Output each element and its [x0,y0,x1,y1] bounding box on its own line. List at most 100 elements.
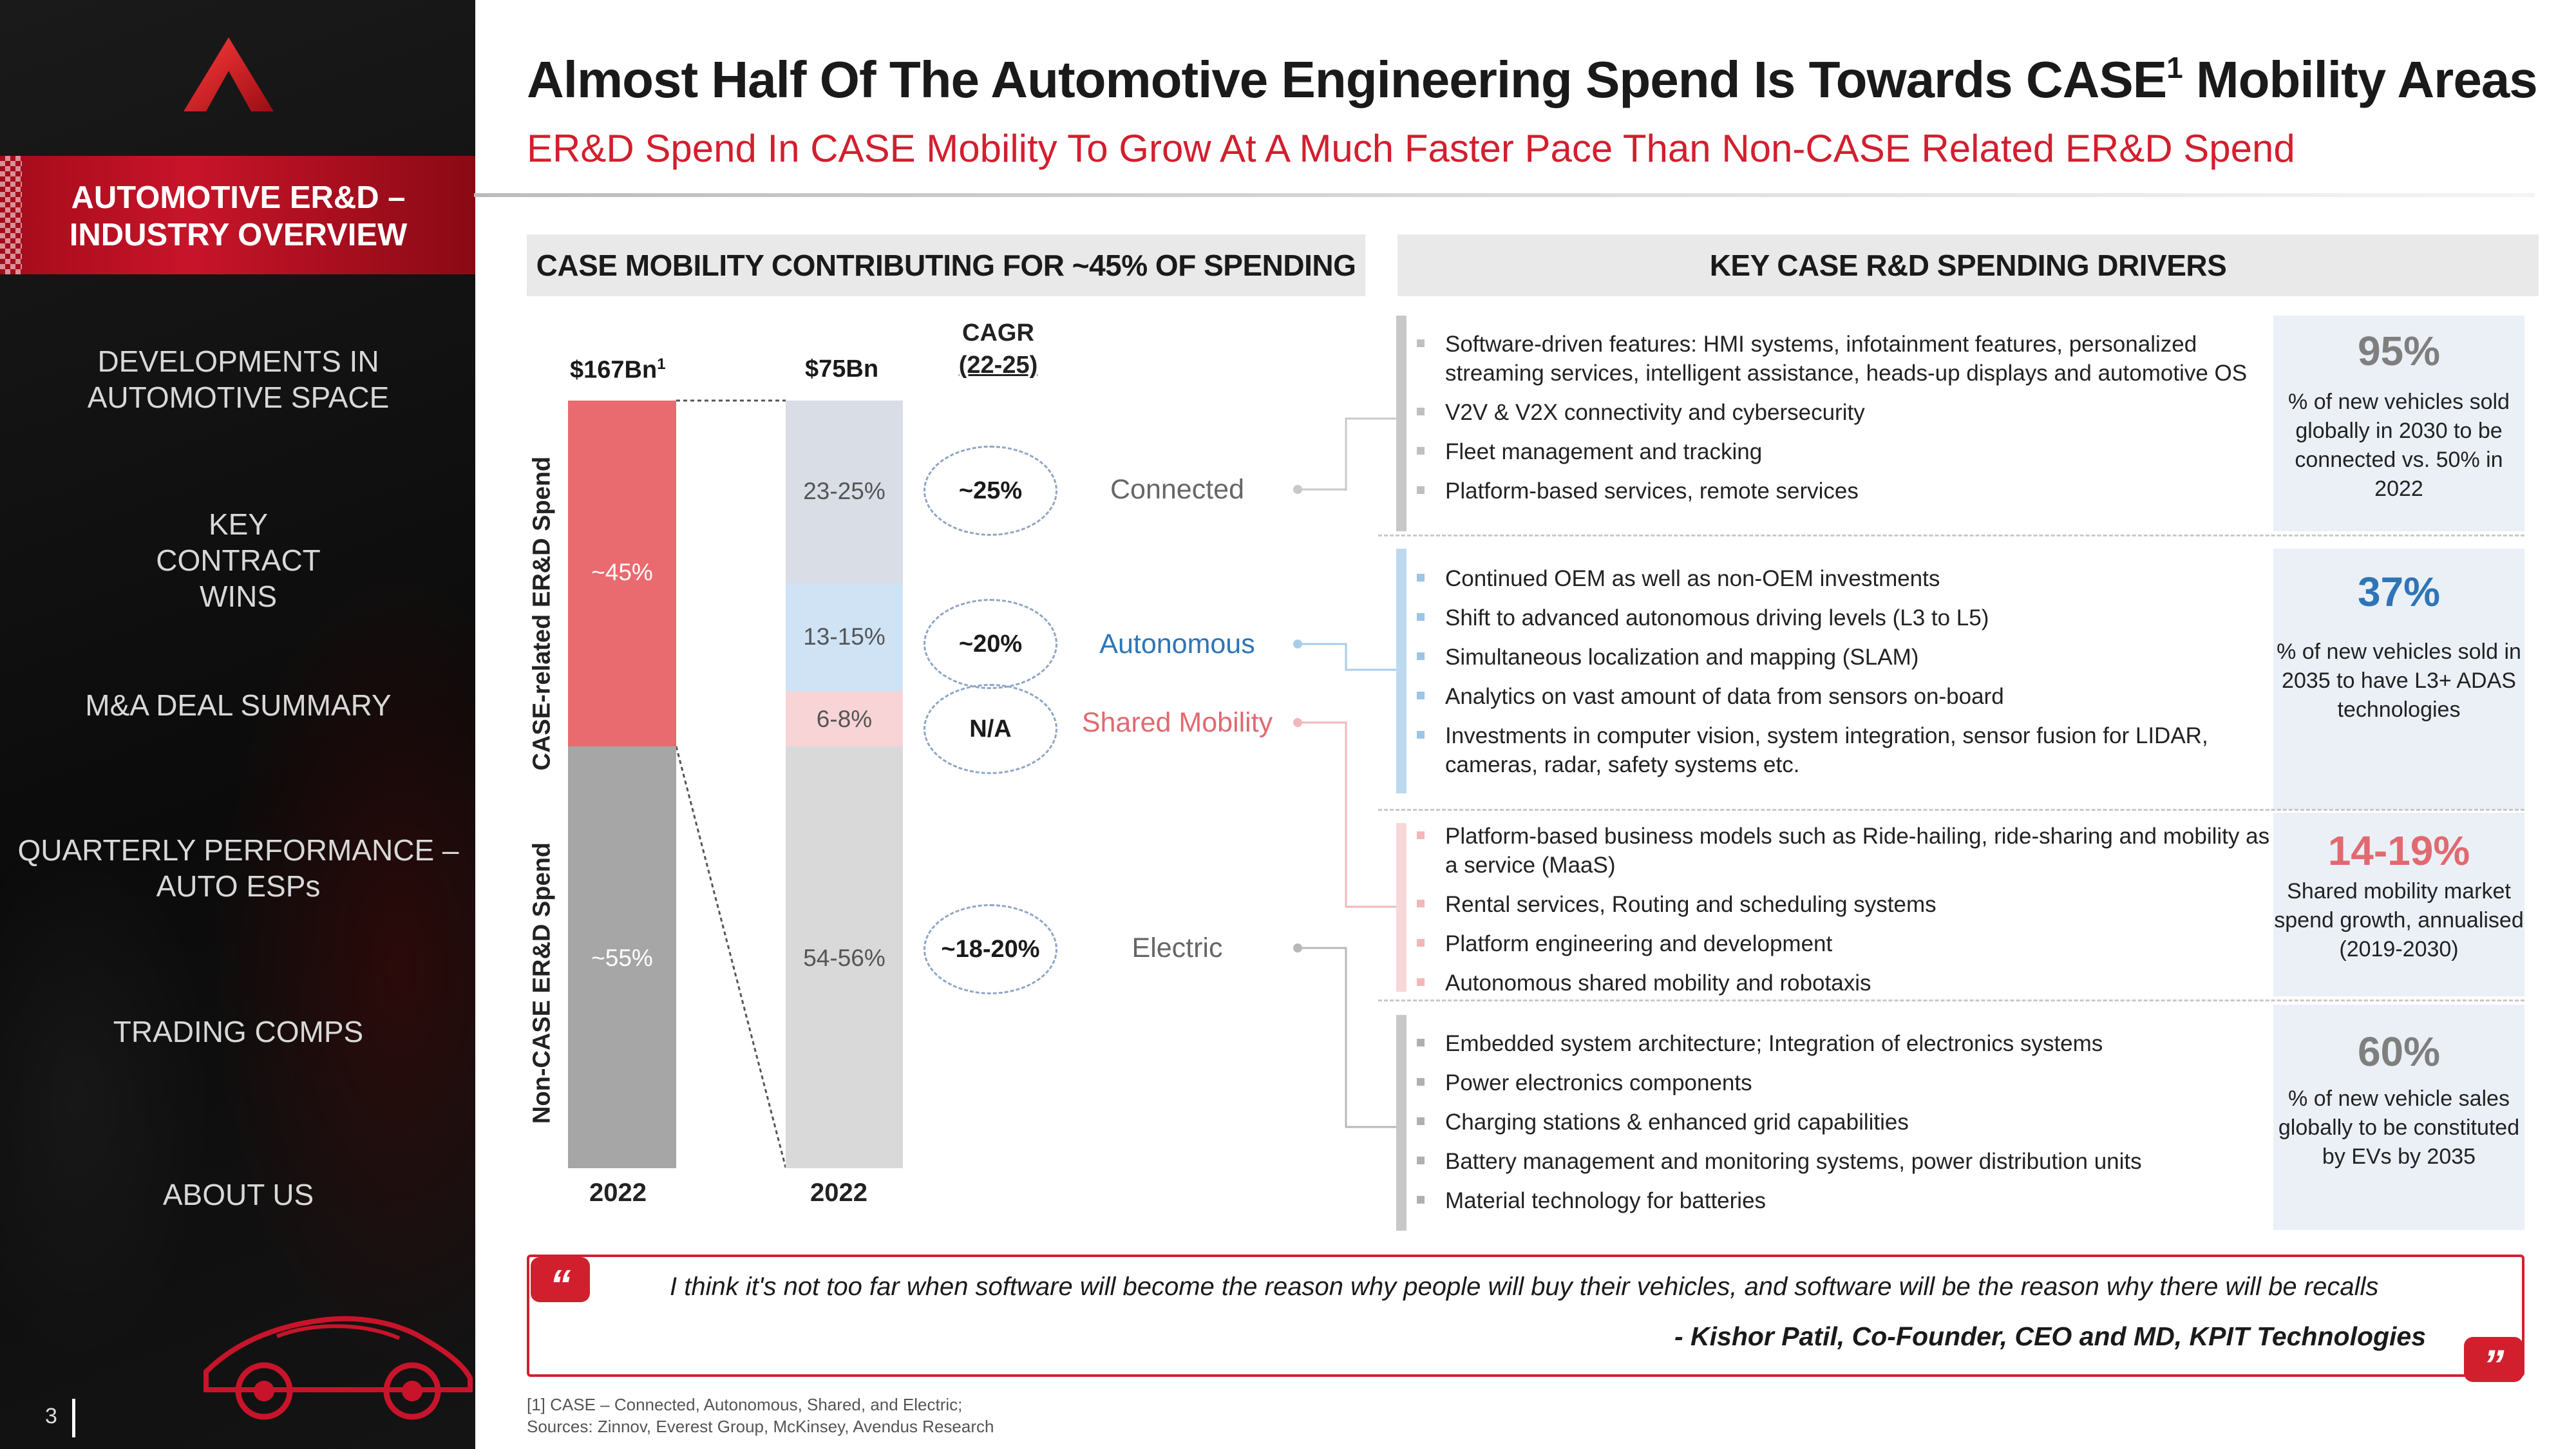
stat-description: % of new vehicles sold globally in 2030 … [2288,390,2510,501]
list-item: Continued OEM as well as non-OEM investm… [1417,564,2280,593]
category-connector-lines [1293,417,1396,1128]
list-item: V2V & V2X connectivity and cybersecurity [1417,398,2280,427]
group-bar-autonomous [1396,549,1406,793]
drivers-heading: KEY CASE R&D SPENDING DRIVERS [1397,234,2539,296]
cagr-heading-title: CAGR [962,319,1034,346]
category-connected: Connected [1110,474,1244,505]
page-title: Almost Half Of The Automotive Engineerin… [527,50,2538,109]
stat-box-connected: 95% % of new vehicles sold globally in 2… [2273,316,2524,531]
page-number: 3 [45,1404,57,1428]
bar1-case-share: ~45% [591,559,653,585]
bar2-segment-electric [786,746,903,1168]
list-item: Charging stations & enhanced grid capabi… [1417,1108,2280,1137]
open-quote-icon: “ [531,1257,590,1309]
group-divider [1378,999,2524,1001]
bar2-autonomous-share: 13-15% [803,623,886,650]
page-subtitle: ER&D Spend In CASE Mobility To Grow At A… [527,127,2295,170]
driver-list-autonomous: Continued OEM as well as non-OEM investm… [1417,564,2280,790]
list-item: Software-driven features: HMI systems, i… [1417,330,2280,388]
group-divider [1378,535,2524,536]
stat-box-electric: 60% % of new vehicle sales globally to b… [2273,1005,2524,1230]
sidebar-item-industry-overview[interactable]: AUTOMOTIVE ER&D – INDUSTRY OVERVIEW [0,156,475,274]
bar2-year: 2022 [810,1179,867,1207]
quote-box [527,1255,2524,1377]
cagr-shared: N/A [923,684,1057,774]
cagr-electric: ~18-20% [923,904,1057,994]
cagr-connected: ~25% [923,446,1057,536]
stat-description: Shared mobility market spend growth, ann… [2274,879,2524,961]
cagr-heading: CAGR (22-25) [947,317,1050,381]
bar2-connected-share: 23-25% [803,478,886,504]
stat-description: % of new vehicles sold in 2035 to have L… [2277,639,2521,722]
list-item: Simultaneous localization and mapping (S… [1417,643,2280,672]
list-item: Rental services, Routing and scheduling … [1417,890,2280,919]
sidebar-item-label: AUTOMOTIVE ER&D – INDUSTRY OVERVIEW [69,180,408,252]
axis-label-case: CASE-related ER&D Spend [528,456,556,771]
list-item: Material technology for batteries [1417,1186,2280,1215]
bar2-segment-autonomous [786,583,903,692]
group-bar-electric [1396,1015,1406,1231]
stat-description: % of new vehicle sales globally to be co… [2278,1086,2520,1169]
list-item: Platform-based services, remote services [1417,477,2280,506]
stat-value: 14-19% [2327,828,2470,874]
quote-author: - Kishor Patil, Co-Founder, CEO and MD, … [1674,1321,2427,1351]
sports-car-icon [204,1316,473,1420]
bar1-noncase-share: ~55% [591,945,653,971]
sidebar-item-about-us[interactable]: ABOUT US [162,1178,314,1211]
title-main: Almost Half Of The Automotive Engineerin… [527,51,2167,108]
bar1-segment-noncase [568,746,676,1168]
footnote-case-definition: [1] CASE – Connected, Autonomous, Shared… [527,1395,963,1414]
footnote-sources: Sources: Zinnov, Everest Group, McKinsey… [527,1417,994,1436]
cagr-heading-period: (22-25) [958,352,1038,379]
sidebar-item-developments[interactable]: DEVELOPMENTS IN AUTOMOTIVE SPACE [87,345,390,414]
group-divider [1378,809,2524,811]
header-divider [474,193,2535,197]
company-logo [184,37,274,111]
title-suffix: Mobility Areas [2182,51,2538,108]
close-quote-icon: ” [2464,1337,2523,1388]
bar2-total-label: $75Bn [805,355,879,383]
checker-flag-icon [0,156,22,274]
list-item: Analytics on vast amount of data from se… [1417,682,2280,711]
bar1-total-label: $167Bn1 [570,355,666,384]
bar2-segment-connected [786,401,903,583]
group-bar-connected [1396,316,1406,531]
category-electric: Electric [1132,933,1223,963]
driver-list-shared-mobility: Platform-based business models such as R… [1417,822,2280,1008]
case-mobility-heading: CASE MOBILITY CONTRIBUTING FOR ~45% OF S… [527,234,1365,296]
sidebar-item-quarterly-performance[interactable]: QUARTERLY PERFORMANCE – AUTO ESPs [17,833,459,903]
stat-box-shared-mobility: 14-19% Shared mobility market spend grow… [2273,813,2524,996]
quote-text: I think it's not too far when software w… [670,1273,2379,1301]
sidebar-item-contract-wins[interactable]: KEY CONTRACT WINS [156,507,321,613]
bar2-electric-share: 54-56% [803,945,886,971]
bar1-total-value: $167Bn [570,356,658,384]
bar2-segment-shared [786,692,903,746]
sidebar-item-trading-comps[interactable]: TRADING COMPS [113,1015,364,1048]
category-autonomous: Autonomous [1099,629,1255,659]
driver-list-connected: Software-driven features: HMI systems, i… [1417,330,2280,516]
category-shared-mobility: Shared Mobility [1081,707,1273,738]
title-footnote-mark: 1 [2166,51,2183,84]
list-item: Power electronics components [1417,1068,2280,1097]
sidebar-item-ma-deals[interactable]: M&A DEAL SUMMARY [85,688,392,722]
list-item: Investments in computer vision, system i… [1417,721,2280,779]
bar1-total-footnote: 1 [657,355,666,373]
driver-list-electric: Embedded system architecture; Integratio… [1417,1029,2280,1226]
list-item: Battery management and monitoring system… [1417,1147,2280,1176]
group-bar-shared-mobility [1396,823,1406,992]
list-item: Platform engineering and development [1417,929,2280,958]
cagr-autonomous: ~20% [923,599,1057,689]
sidebar: AUTOMOTIVE ER&D – INDUSTRY OVERVIEW DEVE… [0,0,475,1449]
list-item: Platform-based business models such as R… [1417,822,2280,880]
bar-connector-lines [676,399,787,1168]
stat-value: 37% [2357,569,2441,615]
list-item: Embedded system architecture; Integratio… [1417,1029,2280,1058]
list-item: Autonomous shared mobility and robotaxis [1417,969,2280,998]
axis-label-noncase: Non-CASE ER&D Spend [528,842,556,1124]
bar1-segment-case [568,401,676,746]
bar1-year: 2022 [589,1179,647,1207]
stat-box-autonomous: 37% % of new vehicles sold in 2035 to ha… [2273,549,2524,810]
list-item: Shift to advanced autonomous driving lev… [1417,603,2280,632]
bar2-shared-share: 6-8% [816,706,873,732]
stat-value: 60% [2357,1028,2441,1075]
